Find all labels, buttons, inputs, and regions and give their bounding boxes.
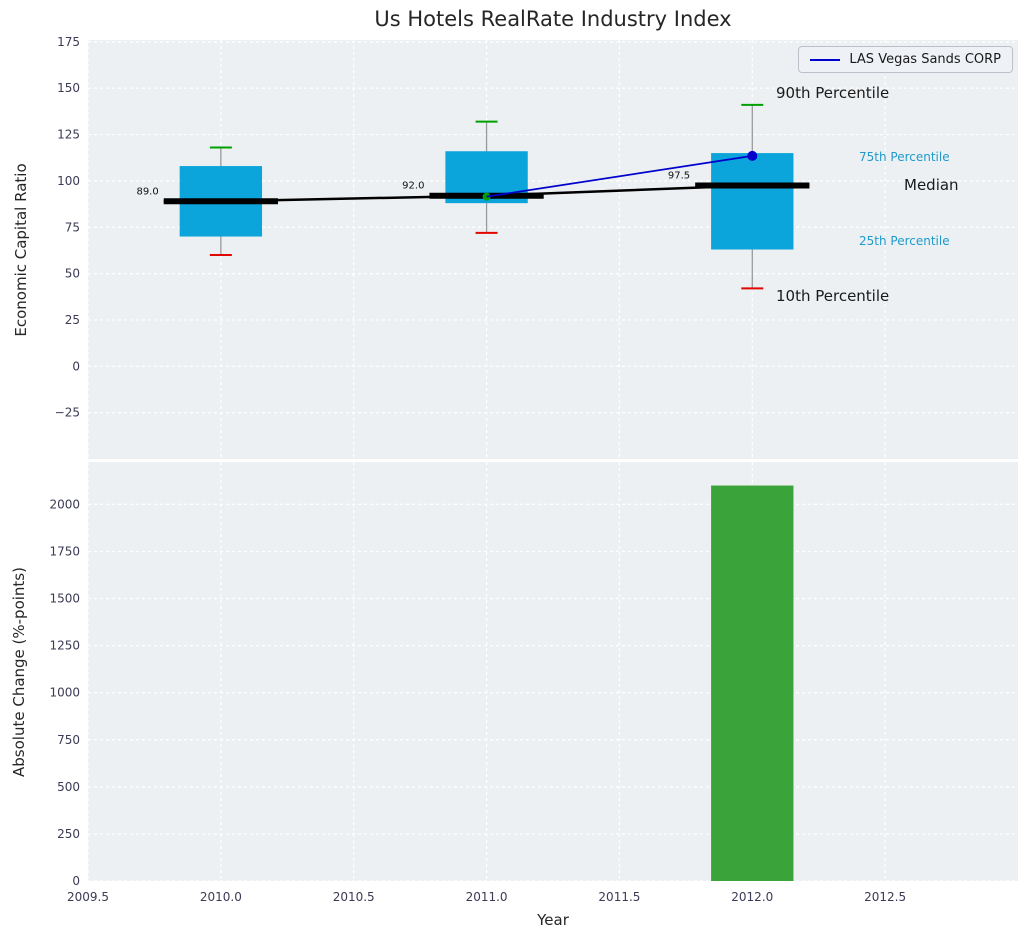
annotation-90th-percentile: 90th Percentile <box>776 84 890 102</box>
x-tick-label: 2011.0 <box>466 890 508 904</box>
y-tick-label: 1250 <box>49 639 80 653</box>
x-tick-label: 2010.0 <box>200 890 242 904</box>
company-line <box>486 154 753 198</box>
y-tick-label: 250 <box>57 827 80 841</box>
chart-title: Us Hotels RealRate Industry Index <box>374 7 732 31</box>
annotation-median: Median <box>904 176 959 194</box>
y-tick-label: 75 <box>65 220 80 234</box>
y-tick-label: 1500 <box>49 592 80 606</box>
median-value-label: 89.0 <box>136 186 158 197</box>
y-tick-label: 125 <box>57 128 80 142</box>
y-axis-label-top: Economic Capital Ratio <box>12 163 30 337</box>
y-tick-label: 1000 <box>49 686 80 700</box>
annotation-75th-percentile: 75th Percentile <box>859 150 950 164</box>
y-tick-label: 50 <box>65 267 80 281</box>
legend: LAS Vegas Sands CORP <box>798 46 1013 73</box>
y-tick-label: 1750 <box>49 544 80 558</box>
y-tick-label: 175 <box>57 35 80 49</box>
x-tick-label: 2012.0 <box>731 890 773 904</box>
company-marker <box>747 150 758 161</box>
legend-line-swatch <box>810 58 841 61</box>
y-tick-label: 25 <box>65 313 80 327</box>
top-panel <box>88 40 1018 459</box>
x-axis-label: Year <box>537 911 569 929</box>
y-tick-label: 150 <box>57 81 80 95</box>
change-bar-2012 <box>711 485 794 881</box>
y-tick-label: −25 <box>55 406 80 420</box>
y-tick-label: 2000 <box>49 497 80 511</box>
y-tick-label: 0 <box>72 874 80 888</box>
annotation-25th-percentile: 25th Percentile <box>859 234 950 248</box>
y-tick-label: 0 <box>72 359 80 373</box>
median-value-label: 97.5 <box>668 171 690 182</box>
x-tick-label: 2011.5 <box>598 890 640 904</box>
bottom-panel <box>88 462 1018 881</box>
x-tick-label: 2009.5 <box>67 890 109 904</box>
y-tick-label: 750 <box>57 733 80 747</box>
iqr-box-2012 <box>711 153 794 250</box>
y-axis-label-bottom: Absolute Change (%-points) <box>10 567 28 777</box>
legend-label: LAS Vegas Sands CORP <box>849 52 1001 67</box>
y-tick-label: 500 <box>57 780 80 794</box>
median-value-label: 92.0 <box>402 181 424 192</box>
x-tick-label: 2012.5 <box>864 890 906 904</box>
x-tick-label: 2010.5 <box>333 890 375 904</box>
y-tick-label: 100 <box>57 174 80 188</box>
annotation-10th-percentile: 10th Percentile <box>776 287 890 305</box>
